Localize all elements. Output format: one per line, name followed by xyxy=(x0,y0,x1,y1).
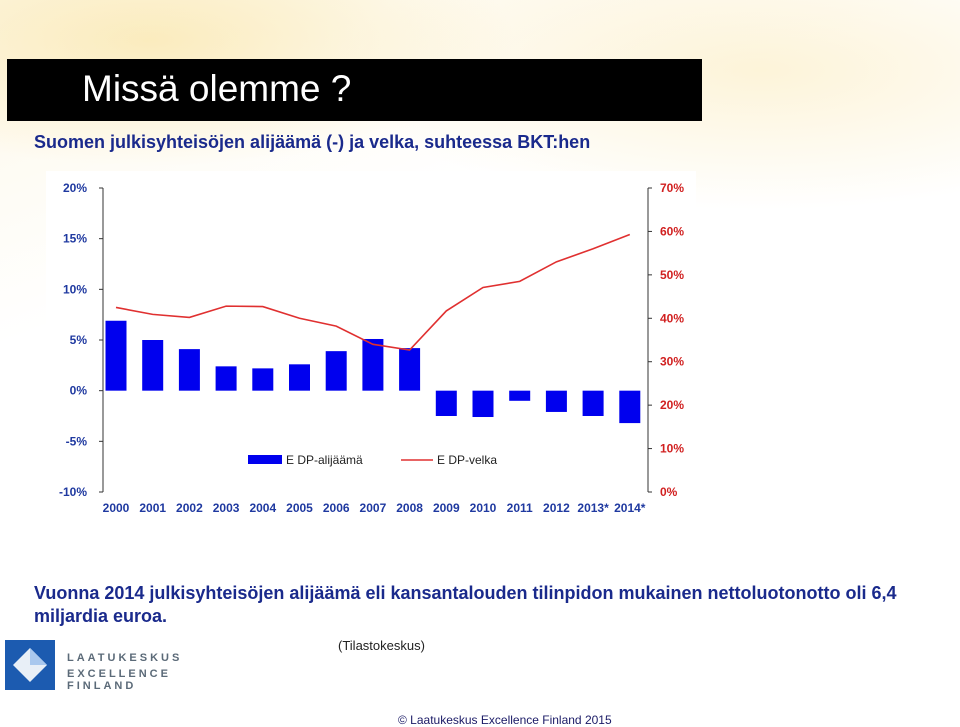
right-tick-label: 40% xyxy=(660,311,684,325)
legend-bar-swatch xyxy=(248,455,282,464)
x-tick-label: 2007 xyxy=(360,501,387,515)
bar-2010 xyxy=(472,390,494,418)
right-tick-label: 70% xyxy=(660,181,684,195)
bar-2008 xyxy=(399,348,421,391)
x-tick-label: 2013* xyxy=(577,501,609,515)
bar-2007 xyxy=(362,338,384,391)
legend-line-label: E DP-velka xyxy=(437,453,497,467)
x-tick-label: 2002 xyxy=(176,501,203,515)
bar-2000 xyxy=(105,320,127,391)
right-tick-label: 50% xyxy=(660,268,684,282)
x-tick-label: 2003 xyxy=(213,501,240,515)
x-tick-label: 2012 xyxy=(543,501,570,515)
chart-area: 20% 15% 10% 5% 0% -5% -10% 70% 60% 50% 40% 30% 20% 10… xyxy=(46,171,696,520)
bar-2001 xyxy=(142,340,164,391)
right-tick-label: 60% xyxy=(660,224,684,238)
bar-2014* xyxy=(619,390,641,424)
bar-2012 xyxy=(545,390,567,412)
left-tick-label: 15% xyxy=(63,232,87,246)
title-bar: Missä olemme ? xyxy=(7,59,702,121)
left-tick-label: 5% xyxy=(70,333,88,347)
company-logo: LAATUKESKUS EXCELLENCE FINLAND xyxy=(5,640,220,692)
x-tick-label: 2004 xyxy=(249,501,276,515)
line-edp-velka xyxy=(115,233,631,351)
chart-svg: 20% 15% 10% 5% 0% -5% -10% 70% 60% 50% 40% 30% 20% 10… xyxy=(59,181,684,515)
x-tick-label: 2010 xyxy=(470,501,497,515)
right-tick-label: 0% xyxy=(660,485,678,499)
legend-bar-label: E DP-alijäämä xyxy=(286,453,363,467)
x-tick-label: 2001 xyxy=(139,501,166,515)
left-tick-label: 0% xyxy=(70,384,88,398)
bar-2003 xyxy=(215,366,237,391)
left-tick-label: 10% xyxy=(63,282,87,296)
x-tick-label: 2009 xyxy=(433,501,460,515)
x-tick-label: 2008 xyxy=(396,501,423,515)
bar-2013* xyxy=(582,390,604,416)
bar-2011 xyxy=(509,390,531,401)
slide-subtitle: Suomen julkisyhteisöjen alijäämä (-) ja … xyxy=(34,132,591,152)
bar-2009 xyxy=(435,390,457,416)
x-tick-label: 2000 xyxy=(103,501,130,515)
x-tick-label: 2006 xyxy=(323,501,350,515)
left-tick-label: -5% xyxy=(66,434,88,448)
left-tick-label: -10% xyxy=(59,485,87,499)
x-tick-label: 2014* xyxy=(614,501,646,515)
logo-line2: EXCELLENCE FINLAND xyxy=(67,668,171,692)
footer-copyright: © Laatukeskus Excellence Finland 2015 xyxy=(398,713,612,727)
bar-2005 xyxy=(289,364,310,391)
right-tick-label: 20% xyxy=(660,398,684,412)
source-text: (Tilastokeskus) xyxy=(338,638,425,653)
logo-mark-icon xyxy=(5,640,55,690)
logo-line1: LAATUKESKUS xyxy=(67,652,183,664)
right-tick-label: 30% xyxy=(660,355,684,369)
bar-2004 xyxy=(252,368,274,391)
x-tick-label: 2011 xyxy=(507,501,533,515)
bar-2002 xyxy=(178,349,200,391)
slide-title: Missä olemme ? xyxy=(82,68,352,109)
right-tick-label: 10% xyxy=(660,442,684,456)
x-tick-label: 2005 xyxy=(286,501,313,515)
body-text: Vuonna 2014 julkisyhteisöjen alijäämä el… xyxy=(34,583,897,626)
left-tick-label: 20% xyxy=(63,181,87,195)
bar-2006 xyxy=(325,351,347,391)
